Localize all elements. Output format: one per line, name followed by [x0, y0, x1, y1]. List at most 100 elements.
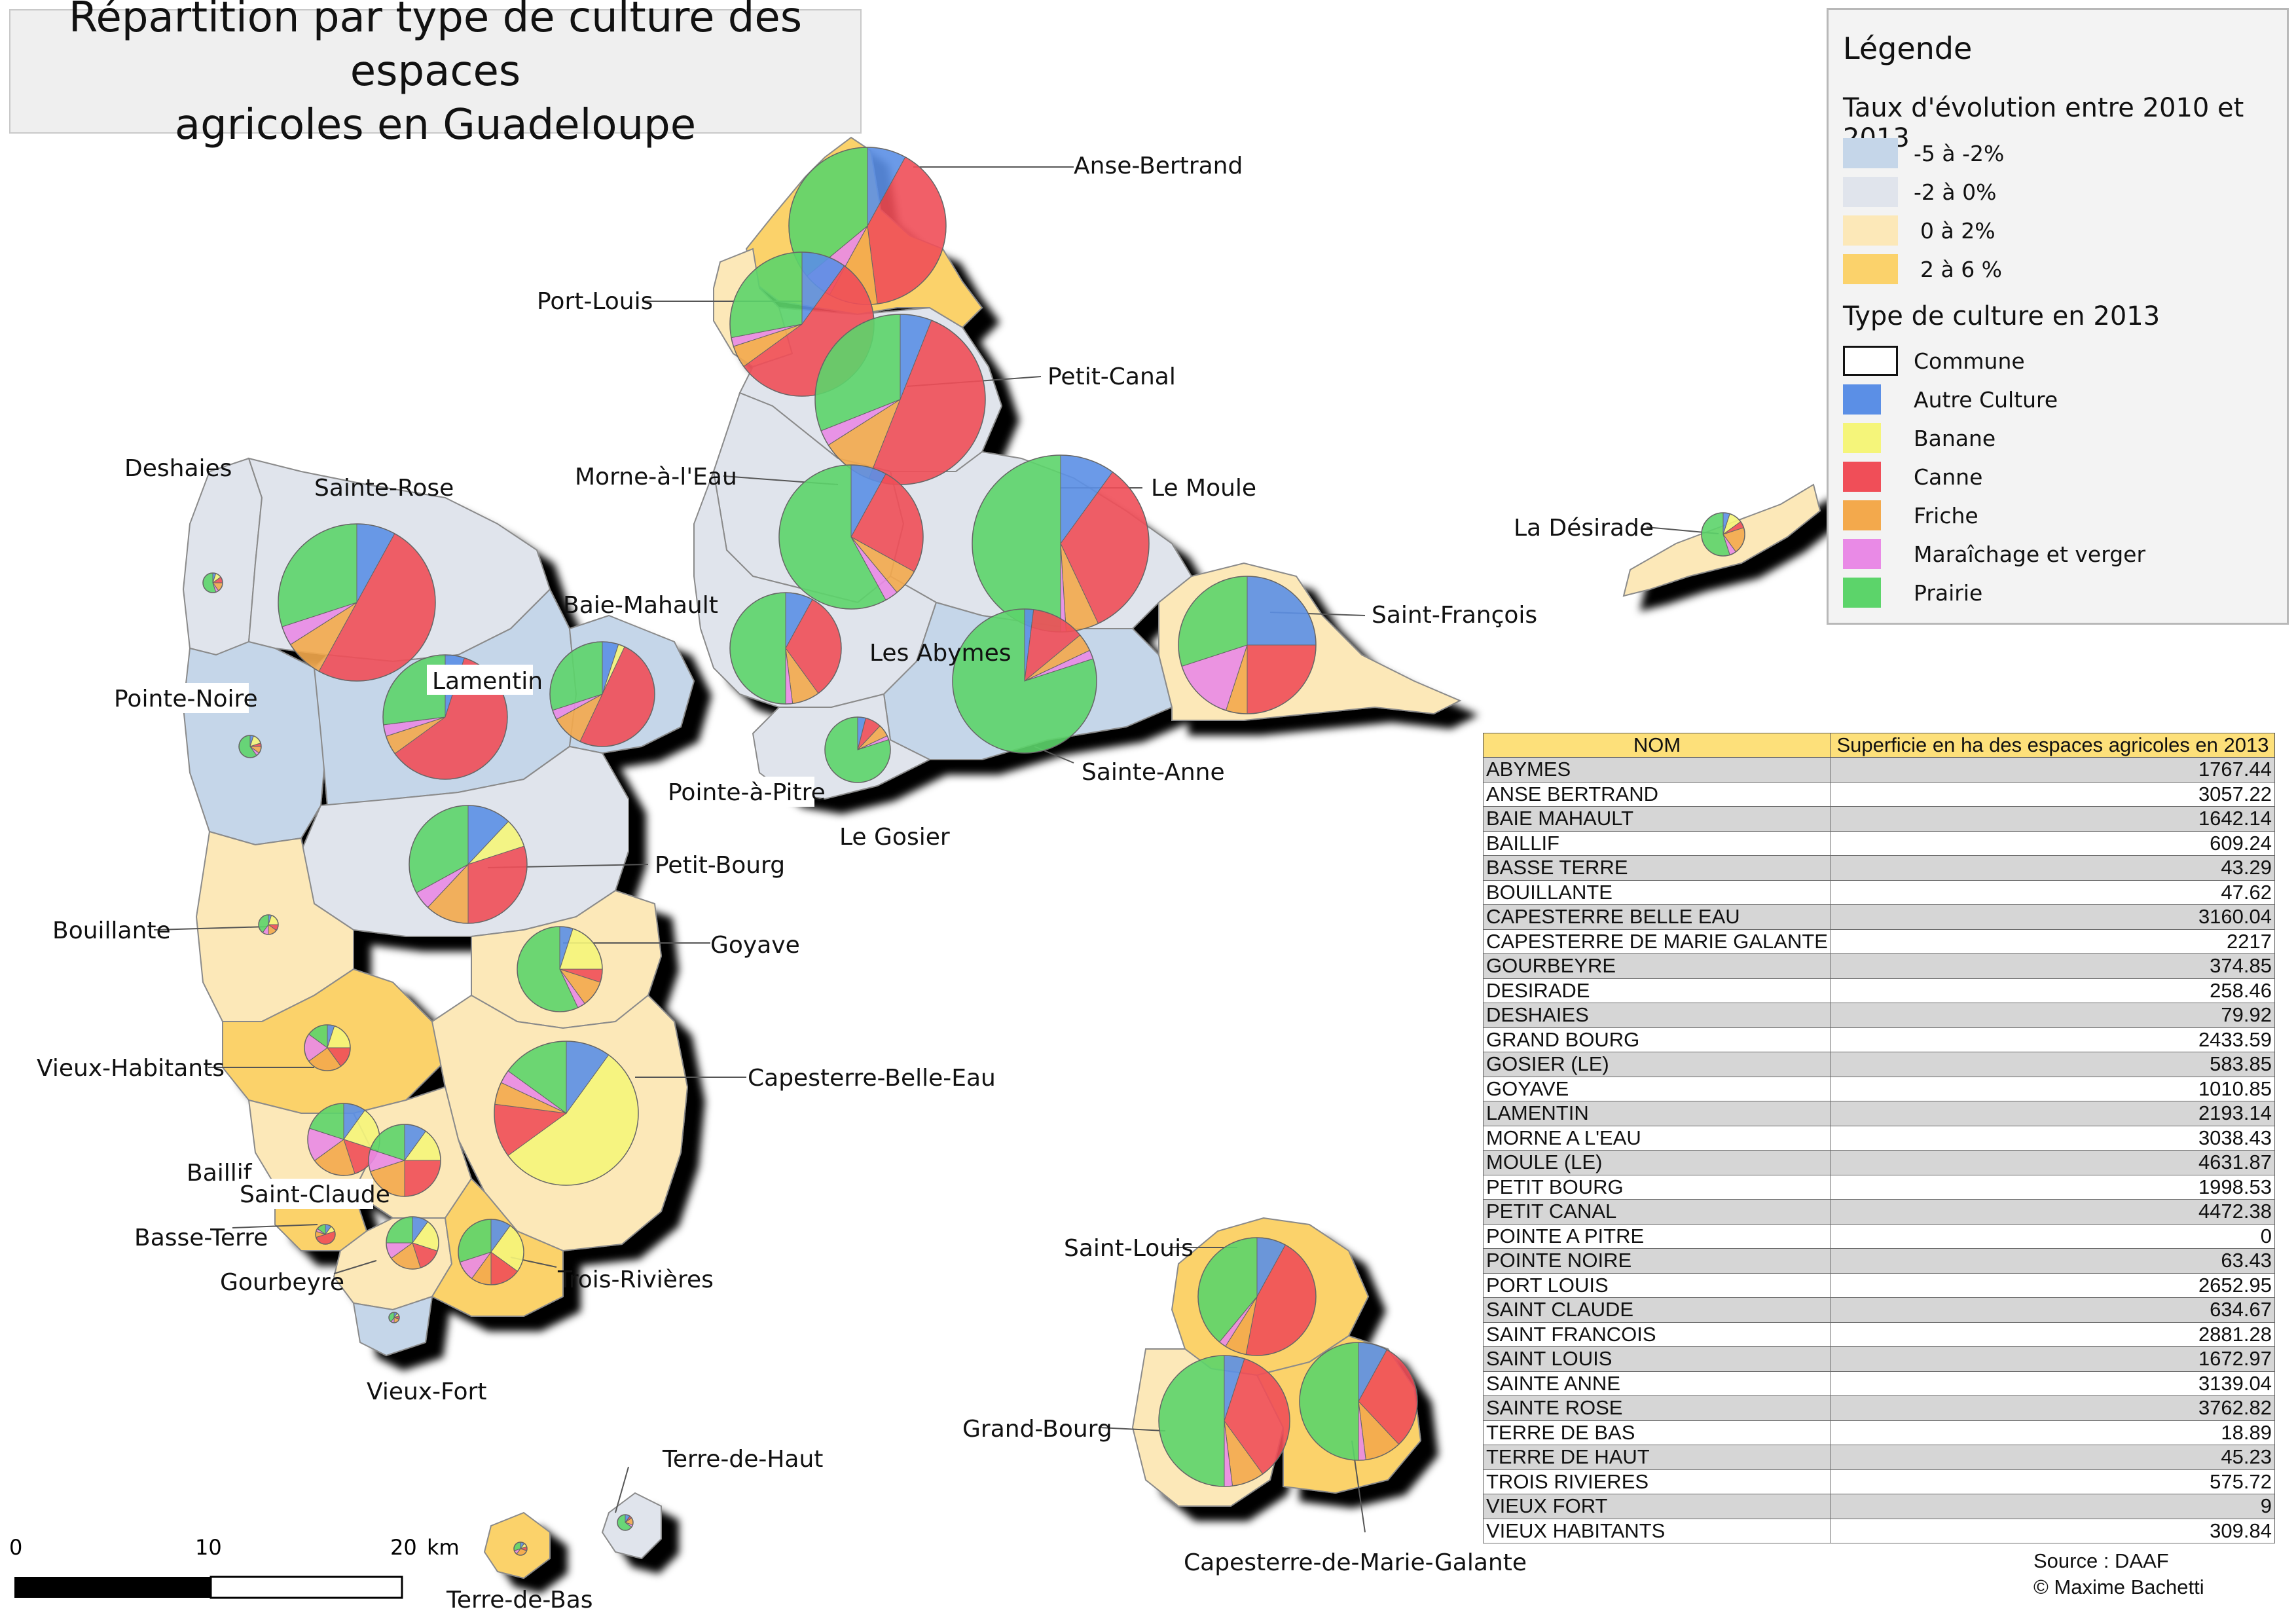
pie-outline — [258, 914, 279, 935]
label-pointe-noire: Pointe-Noire — [114, 686, 258, 712]
table-cell-name: POINTE NOIRE — [1483, 1248, 1831, 1274]
legend-label: -5 à -2% — [1914, 140, 2005, 166]
label-grand-bourg: Grand-Bourg — [962, 1416, 1112, 1443]
table-cell-value: 3038.43 — [1830, 1125, 2276, 1151]
table-cell-name: SAINTE ANNE — [1483, 1371, 1831, 1396]
scale-tick-20: 20 — [390, 1535, 417, 1560]
legend-swatch — [1843, 578, 1881, 608]
table-cell-name: GOSIER (LE) — [1483, 1052, 1831, 1077]
pie-grand-bourg — [1158, 1355, 1290, 1487]
table-row: ABYMES 1767.44 — [1483, 757, 2276, 783]
pie-slice — [1247, 576, 1317, 646]
pie-outline — [778, 464, 924, 610]
table-cell-value: 0 — [1830, 1223, 2276, 1249]
table-cell-name: VIEUX HABITANTS — [1483, 1518, 1831, 1543]
table-cell-name: ABYMES — [1483, 757, 1831, 783]
commune-outline-swatch — [1843, 346, 1898, 376]
label-gourbeyre: Gourbeyre — [220, 1269, 344, 1296]
table-cell-value: 47.62 — [1830, 879, 2276, 905]
table-cell-name: LAMENTIN — [1483, 1101, 1831, 1126]
table-cell-name: CAPESTERRE DE MARIE GALANTE — [1483, 929, 1831, 954]
table-cell-name: DESHAIES — [1483, 1003, 1831, 1028]
legend-item-evolution-3: 0 à 2% — [1843, 215, 1995, 246]
table-row: VIEUX FORT 9 — [1483, 1494, 2276, 1519]
legend-label: Friche — [1914, 502, 1978, 528]
table-cell-value: 3762.82 — [1830, 1395, 2276, 1421]
pie-outline — [368, 1124, 441, 1197]
table-header-row: NOM Superficie en ha des espaces agricol… — [1483, 733, 2276, 758]
table-cell-value: 4631.87 — [1830, 1150, 2276, 1175]
pie-vieux-habitants — [304, 1024, 351, 1071]
pie-saint-louis — [1197, 1237, 1317, 1356]
pie-saint-claude — [368, 1124, 441, 1197]
scale-segment-black — [14, 1577, 211, 1598]
label-basse-terre: Basse-Terre — [134, 1225, 268, 1251]
table-row: PETIT BOURG 1998.53 — [1483, 1174, 2276, 1200]
pie-saint-francois — [1178, 576, 1317, 714]
table-cell-name: ANSE BERTRAND — [1483, 781, 1831, 807]
legend-swatch — [1843, 500, 1881, 530]
table-cell-value: 1010.85 — [1830, 1076, 2276, 1101]
pie-outline — [315, 1224, 336, 1245]
pie-petit-canal — [814, 314, 986, 485]
table-cell-value: 575.72 — [1830, 1469, 2276, 1494]
place-labels: Anse-Bertrand Port-Louis Petit-Canal Des… — [37, 153, 1654, 1614]
pie-sainte-anne — [952, 608, 1097, 754]
legend-label: Maraîchage et verger — [1914, 541, 2146, 567]
label-saint-francois: Saint-François — [1372, 602, 1537, 629]
table-cell-value: 583.85 — [1830, 1052, 2276, 1077]
surface-table: NOM Superficie en ha des espaces agricol… — [1483, 733, 2276, 1543]
table-row: BAIE MAHAULT 1642.14 — [1483, 806, 2276, 832]
legend-item-prairie: Prairie — [1843, 577, 1982, 608]
table-row: TERRE DE BAS 18.89 — [1483, 1420, 2276, 1445]
table-row: LAMENTIN 2193.14 — [1483, 1101, 2276, 1126]
table-row: VIEUX HABITANTS 309.84 — [1483, 1518, 2276, 1543]
table-cell-name: CAPESTERRE BELLE EAU — [1483, 904, 1831, 930]
label-pointe-a-pitre: Pointe-à-Pitre — [668, 779, 826, 806]
table-cell-value: 63.43 — [1830, 1248, 2276, 1274]
pie-charts — [202, 147, 1745, 1556]
pie-trois-rivieres — [458, 1219, 524, 1285]
table-cell-name: SAINT FRANCOIS — [1483, 1321, 1831, 1347]
table-cell-value: 9 — [1830, 1494, 2276, 1519]
legend-item-commune: Commune — [1843, 345, 2025, 377]
table-row: SAINT LOUIS 1672.97 — [1483, 1346, 2276, 1372]
legend-swatch — [1843, 423, 1881, 453]
table-cell-value: 2433.59 — [1830, 1027, 2276, 1052]
legend-label: Canne — [1914, 464, 1983, 490]
legend-swatch — [1843, 384, 1881, 415]
label-le-moule: Le Moule — [1151, 475, 1256, 502]
table-cell-value: 258.46 — [1830, 978, 2276, 1003]
legend-label: Banane — [1914, 425, 1996, 451]
label-baie-mahault: Baie-Mahault — [563, 592, 718, 619]
table-cell-value: 3160.04 — [1830, 904, 2276, 930]
table-row: GOSIER (LE) 583.85 — [1483, 1052, 2276, 1077]
legend-swatch — [1843, 462, 1881, 492]
table-cell-value: 43.29 — [1830, 855, 2276, 881]
pie-outline — [1197, 1237, 1317, 1356]
label-capesterre-de-marie-galante: Capesterre-de-Marie-Galante — [1184, 1549, 1527, 1576]
pie-outline — [824, 716, 891, 783]
table-row: PORT LOUIS 2652.95 — [1483, 1272, 2276, 1298]
label-trois-rivieres: Trois-Rivières — [557, 1266, 714, 1293]
pie-deshaies — [202, 572, 223, 593]
label-goyave: Goyave — [710, 932, 800, 959]
scale-segment-white — [210, 1576, 403, 1599]
table-row: GOYAVE 1010.85 — [1483, 1076, 2276, 1101]
pie-capesterre-belle-eau — [494, 1041, 639, 1186]
table-cell-value: 45.23 — [1830, 1445, 2276, 1470]
pie-la-desirade — [1701, 512, 1745, 557]
label-bg-saint-claude — [238, 1179, 373, 1209]
scale-bar-graphic: 0 10 20 km — [9, 1535, 458, 1599]
pie-outline — [1178, 576, 1317, 714]
label-vieux-fort: Vieux-Fort — [367, 1378, 486, 1405]
pie-les-abymes — [729, 592, 842, 705]
pie-outline — [1299, 1342, 1418, 1461]
label-terre-de-haut: Terre-de-Haut — [662, 1446, 823, 1473]
table-cell-name: MORNE A L'EAU — [1483, 1125, 1831, 1151]
map-title: Répartition par type de culture des espa… — [9, 0, 862, 149]
pie-outline — [388, 1312, 400, 1323]
scale-tick-10: 10 — [195, 1535, 222, 1560]
table-cell-value: 1767.44 — [1830, 757, 2276, 783]
pie-le-gosier — [824, 716, 891, 783]
